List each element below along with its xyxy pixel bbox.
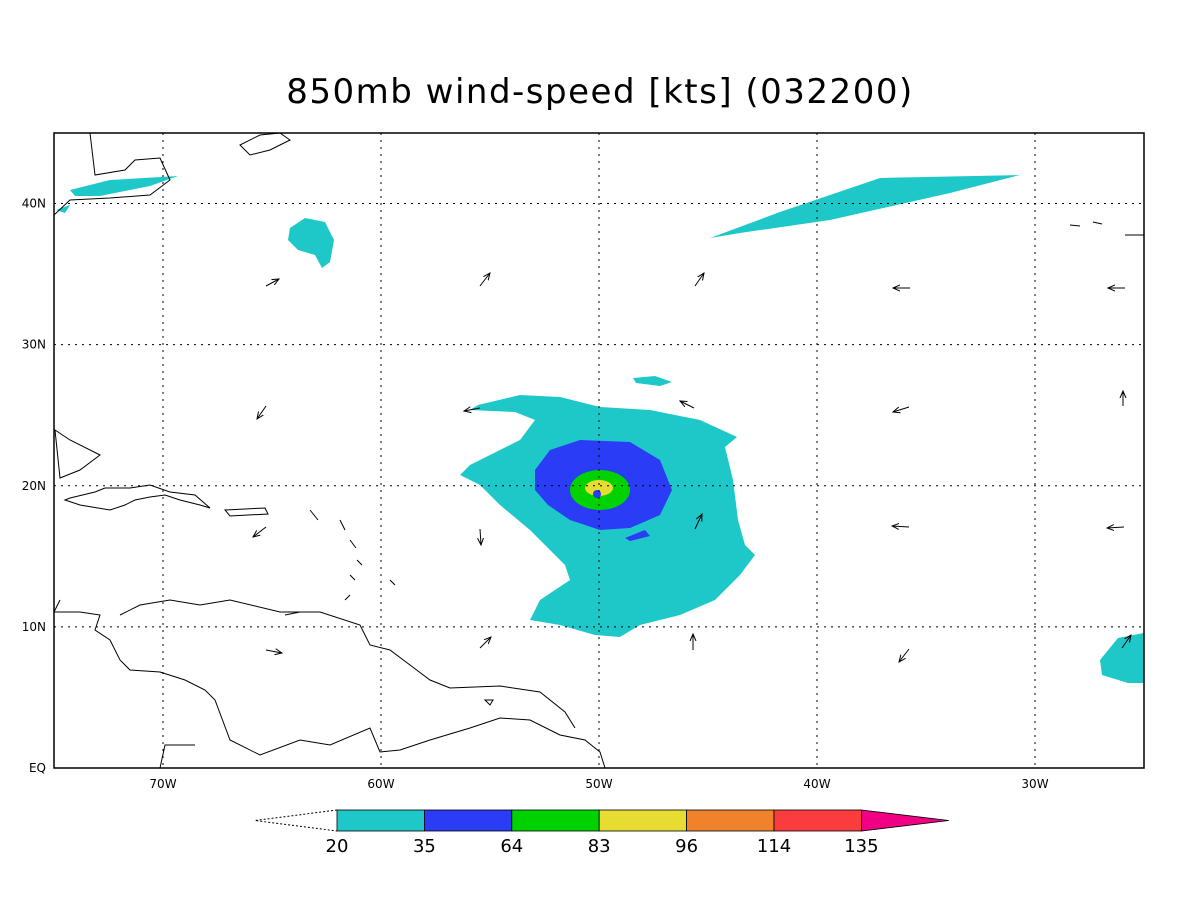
colorbar-label: 135	[844, 836, 878, 857]
wind-contour	[710, 175, 1020, 238]
colorbar-label: 114	[757, 836, 791, 857]
colorbar-segment	[773, 809, 862, 832]
colorbar-segment	[686, 809, 775, 832]
colorbar-segment	[598, 809, 688, 832]
wind-contour	[585, 480, 613, 496]
y-tick-label: 40N	[22, 197, 46, 211]
y-tick-label: 30N	[22, 338, 46, 352]
colorbar-under	[254, 809, 338, 832]
title: 850mb wind-speed [kts] (032200)	[286, 72, 913, 112]
colorbar-label: 35	[413, 836, 436, 857]
coastline	[54, 428, 269, 517]
wind-contour	[593, 490, 601, 498]
coastline	[159, 221, 1144, 768]
y-tick-label: 10N	[22, 620, 46, 634]
wind-contour	[56, 176, 178, 213]
colorbar-segment	[511, 809, 600, 832]
wind-contour	[633, 376, 672, 386]
x-tick-label: 40W	[803, 777, 830, 791]
x-tick-label: 30W	[1021, 777, 1048, 791]
map-frame	[53, 132, 1145, 769]
colorbar-label: 64	[500, 836, 523, 857]
colorbar-label: 20	[326, 836, 349, 857]
coastline	[54, 133, 291, 216]
grid	[54, 133, 1144, 769]
y-tick-label: EQ	[29, 761, 46, 775]
map-layers	[54, 133, 1144, 768]
colorbar-label: 96	[675, 836, 698, 857]
colorbar-segment	[861, 809, 949, 832]
x-tick-label: 60W	[367, 777, 394, 791]
colorbar-label: 83	[588, 836, 611, 857]
colorbar-segment	[423, 809, 513, 832]
colorbar: 20 35 64 83 96 114 135	[254, 809, 949, 857]
x-tick-label: 50W	[585, 777, 612, 791]
wind-contour	[1100, 633, 1144, 683]
wind-arrows	[253, 273, 1131, 662]
x-tick-label: 70W	[149, 777, 176, 791]
colorbar-segment	[336, 809, 425, 832]
wind-contour	[288, 218, 334, 268]
y-tick-label: 20N	[22, 479, 46, 493]
coastline	[54, 599, 606, 768]
